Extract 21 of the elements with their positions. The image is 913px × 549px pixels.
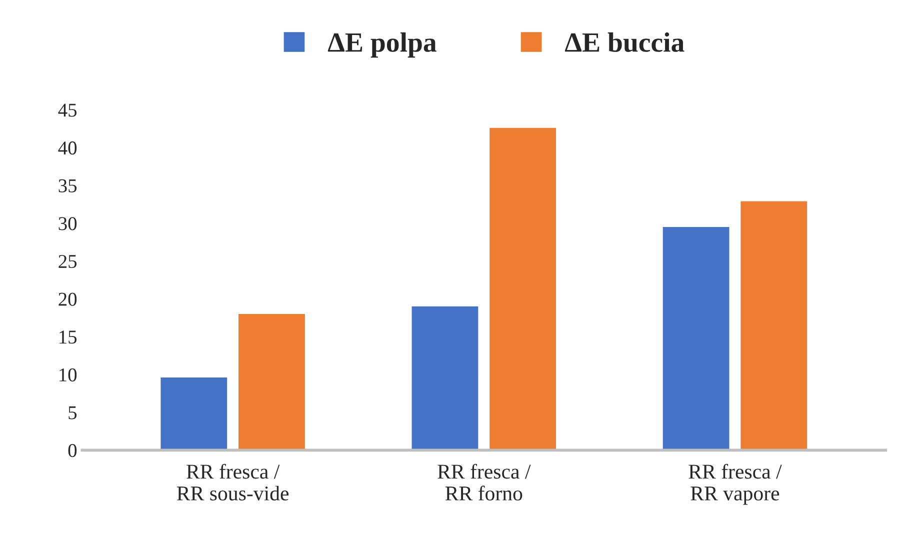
legend-label: ΔE buccia [564,32,684,52]
y-tick-label: 15 [60,330,77,344]
y-tick-label: 30 [58,217,77,230]
x-tick-label: RR fresca / RR sous-vide [176,464,289,501]
bar [410,305,480,450]
y-tick-label: 35 [58,179,77,192]
y-tick-label: 5 [68,406,77,420]
y-tick-label: 0 [68,444,77,458]
y-tick-label: 20 [58,292,77,306]
legend-label: ΔE polpa [328,32,436,58]
bar [159,376,228,450]
y-tick-label: 10 [60,368,77,382]
x-tick-label: RR fresca / RR forno [438,464,531,501]
x-tick-label: RR fresca / RR vapore [688,464,782,505]
bar [739,200,808,450]
bar [661,226,731,450]
bar [237,312,306,450]
y-tick-label: 45 [58,104,77,117]
y-tick-label: 40 [58,141,77,155]
y-tick-label: 25 [58,254,77,268]
bar [488,126,558,450]
